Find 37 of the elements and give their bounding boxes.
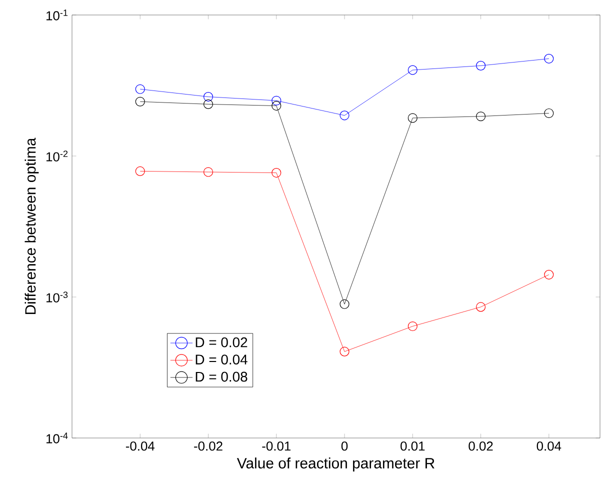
legend-label: D = 0.08	[196, 372, 248, 382]
point	[272, 96, 282, 106]
point	[544, 108, 554, 118]
point	[408, 113, 418, 123]
point	[272, 101, 282, 111]
point	[476, 302, 486, 312]
point	[135, 96, 145, 106]
y-tick-label: 10$^{-3}$	[46, 292, 68, 302]
point	[272, 168, 282, 178]
point	[544, 54, 554, 64]
y-tick-label: 10$^{-4}$	[46, 432, 68, 444]
x-tick-label: 0.02	[468, 442, 493, 451]
x-axis-title: Value of reaction parameter R	[236, 458, 434, 472]
legend-label: D = 0.02	[196, 337, 248, 348]
point	[340, 110, 350, 120]
point	[544, 270, 554, 280]
point	[135, 84, 145, 94]
y-axis-title: Difference between optima	[24, 138, 39, 314]
x-tick-label: -0.01	[262, 442, 291, 451]
point	[203, 99, 214, 109]
x-tick-label: -0.04	[126, 442, 155, 451]
x-tick-label: 0.01	[400, 442, 425, 451]
point	[203, 92, 214, 102]
y-tick-label: 10$^{-2}$	[46, 150, 68, 162]
point	[203, 167, 214, 177]
point	[476, 112, 486, 122]
point	[340, 346, 350, 356]
x-tick-label: 0.04	[536, 442, 562, 451]
legend-label: D = 0.04	[196, 354, 248, 364]
point	[135, 166, 145, 176]
point	[476, 60, 486, 70]
point	[340, 299, 350, 309]
x-tick-label: -0.02	[194, 442, 222, 451]
y-tick-label: 10$^{-1}$	[46, 10, 68, 20]
point	[408, 65, 418, 75]
point	[408, 321, 418, 332]
x-tick-label: 0	[341, 442, 348, 451]
